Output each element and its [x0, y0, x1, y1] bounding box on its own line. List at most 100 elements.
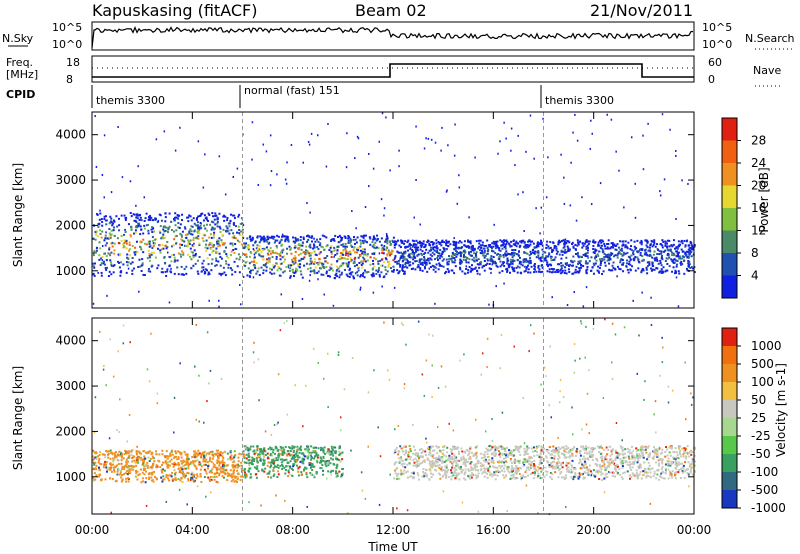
scatter-cell	[468, 252, 471, 255]
scatter-cell	[275, 457, 278, 460]
scatter-cell	[216, 459, 219, 462]
scatter-cell	[619, 473, 622, 476]
scatter-cell	[184, 464, 187, 467]
scatter-cell	[103, 260, 106, 263]
scatter-cell	[404, 250, 407, 253]
scatter-cell	[445, 239, 448, 242]
scatter-cell	[93, 472, 96, 475]
scatter-cell	[518, 256, 521, 259]
scatter-cell	[678, 245, 681, 248]
scatter-cell	[651, 261, 654, 264]
scatter-cell	[447, 270, 450, 273]
scatter-cell	[94, 115, 96, 118]
scatter-cell	[224, 215, 227, 218]
scatter-cell	[151, 230, 154, 233]
scatter-cell	[378, 140, 381, 143]
scatter-cell	[592, 272, 595, 275]
scatter-cell	[553, 455, 556, 458]
scatter-cell	[394, 242, 397, 245]
scatter-cell	[546, 263, 549, 266]
scatter-cell	[321, 463, 324, 466]
scatter-cell	[441, 252, 444, 255]
scatter-cell	[215, 449, 218, 452]
scatter-cell	[535, 270, 538, 273]
scatter-cell	[628, 260, 631, 263]
scatter-cell	[620, 247, 623, 250]
scatter-cell	[196, 270, 199, 273]
scatter-cell	[164, 261, 167, 264]
scatter-cell	[127, 480, 130, 483]
scatter-cell	[267, 461, 270, 464]
scatter-cell	[319, 456, 322, 459]
scatter-cell	[306, 251, 309, 254]
scatter-cell	[120, 467, 123, 470]
scatter-cell	[216, 220, 219, 223]
scatter-cell	[637, 258, 640, 261]
scatter-cell	[272, 475, 275, 478]
scatter-cell	[95, 165, 98, 168]
scatter-cell	[120, 454, 123, 457]
scatter-cell	[510, 149, 512, 152]
scatter-cell	[482, 247, 485, 250]
scatter-cell	[372, 262, 375, 265]
scatter-cell	[202, 259, 205, 262]
scatter-cell	[463, 251, 466, 254]
scatter-cell	[408, 254, 411, 257]
scatter-cell	[196, 473, 199, 476]
scatter-cell	[591, 132, 594, 135]
scatter-cell	[502, 262, 505, 265]
scatter-cell	[451, 251, 454, 254]
scatter-cell	[520, 263, 523, 266]
scatter-cell	[192, 236, 195, 239]
nsearch-tick-top: 10^5	[702, 21, 732, 34]
scatter-cell	[253, 449, 256, 452]
scatter-cell	[243, 242, 245, 245]
scatter-cell	[397, 239, 400, 242]
scatter-cell	[238, 271, 241, 274]
scatter-cell	[582, 265, 585, 268]
scatter-cell	[519, 467, 522, 470]
scatter-cell	[318, 261, 321, 264]
scatter-cell	[307, 445, 310, 448]
scatter-cell	[165, 230, 168, 233]
scatter-cell	[195, 477, 198, 480]
scatter-cell	[205, 472, 208, 475]
scatter-cell	[129, 262, 132, 265]
scatter-cell	[572, 478, 575, 481]
scatter-cell	[332, 304, 335, 307]
scatter-cell	[281, 450, 284, 453]
scatter-cell	[655, 266, 658, 269]
scatter-cell	[655, 448, 658, 451]
scatter-cell	[578, 270, 581, 273]
scatter-cell	[545, 246, 548, 249]
scatter-cell	[331, 452, 334, 455]
scatter-cell	[407, 451, 410, 454]
scatter-cell	[341, 263, 344, 266]
scatter-cell	[306, 476, 309, 479]
scatter-cell	[441, 459, 444, 462]
scatter-cell	[268, 236, 271, 239]
scatter-cell	[130, 228, 133, 231]
scatter-cell	[239, 283, 241, 286]
scatter-cell	[247, 267, 250, 270]
scatter-cell	[373, 246, 376, 249]
scatter-cell	[427, 259, 430, 262]
scatter-cell	[202, 458, 205, 461]
scatter-cell	[197, 229, 200, 232]
scatter-cell	[558, 239, 561, 242]
scatter-cell	[169, 270, 172, 273]
scatter-cell	[567, 248, 570, 251]
scatter-cell	[260, 251, 263, 254]
scatter-cell	[234, 225, 237, 228]
scatter-cell	[690, 255, 693, 258]
scatter-cell	[185, 236, 188, 239]
scatter-cell	[128, 249, 131, 252]
scatter-cell	[207, 263, 210, 266]
scatter-cell	[417, 263, 420, 266]
scatter-cell	[619, 268, 622, 271]
scatter-cell	[653, 449, 656, 452]
scatter-cell	[244, 245, 247, 248]
scatter-cell	[661, 258, 664, 261]
scatter-cell	[388, 240, 391, 243]
scatter-cell	[618, 246, 621, 249]
